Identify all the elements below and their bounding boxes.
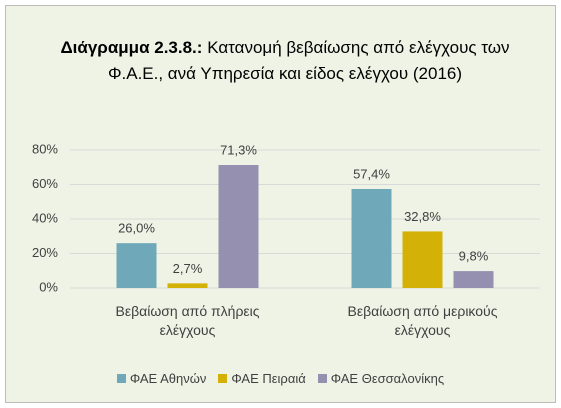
bar [453, 271, 494, 288]
legend-label: ΦΑΕ Θεσσαλονίκης [330, 371, 445, 386]
legend-item: ΦΑΕ Θεσσαλονίκης [317, 371, 445, 386]
legend-swatch [317, 374, 327, 383]
y-tick-label: 0% [39, 279, 58, 294]
data-label: 9,8% [459, 249, 489, 264]
bar [351, 188, 392, 288]
data-label: 2,7% [173, 261, 203, 276]
data-label: 26,0% [118, 221, 155, 236]
legend-swatch [218, 374, 228, 383]
x-tick-label: Βεβαίωση από μερικούς ελέγχους [347, 303, 498, 338]
legend: ΦΑΕ Αθηνών ΦΑΕ Πειραιά ΦΑΕ Θεσσαλονίκης [0, 371, 561, 386]
bar [218, 165, 259, 288]
x-tick-label: Βεβαίωση από πλήρεις ελέγχους [115, 303, 260, 338]
y-tick-label: 80% [32, 141, 58, 156]
data-label: 57,4% [353, 166, 390, 181]
legend-swatch [116, 374, 126, 383]
bar [402, 231, 443, 288]
legend-label: ΦΑΕ Πειραιά [231, 371, 306, 386]
title-text: Κατανομή βεβαίωσης από ελέγχους των Φ.Α.… [107, 38, 510, 83]
chart-area [5, 5, 556, 403]
legend-item: ΦΑΕ Πειραιά [218, 371, 306, 386]
bar [116, 243, 157, 288]
data-label: 32,8% [404, 209, 441, 224]
legend-item: ΦΑΕ Αθηνών [116, 371, 207, 386]
chart-title: Διάγραμμα 2.3.8.: Κατανομή βεβαίωσης από… [60, 35, 510, 87]
data-label: 71,3% [220, 142, 257, 157]
title-label: Διάγραμμα 2.3.8.: [60, 38, 203, 57]
bar [167, 283, 208, 288]
y-tick-label: 40% [32, 210, 58, 225]
y-tick-label: 20% [32, 245, 58, 260]
y-tick-label: 60% [32, 176, 58, 191]
legend-label: ΦΑΕ Αθηνών [129, 371, 207, 386]
